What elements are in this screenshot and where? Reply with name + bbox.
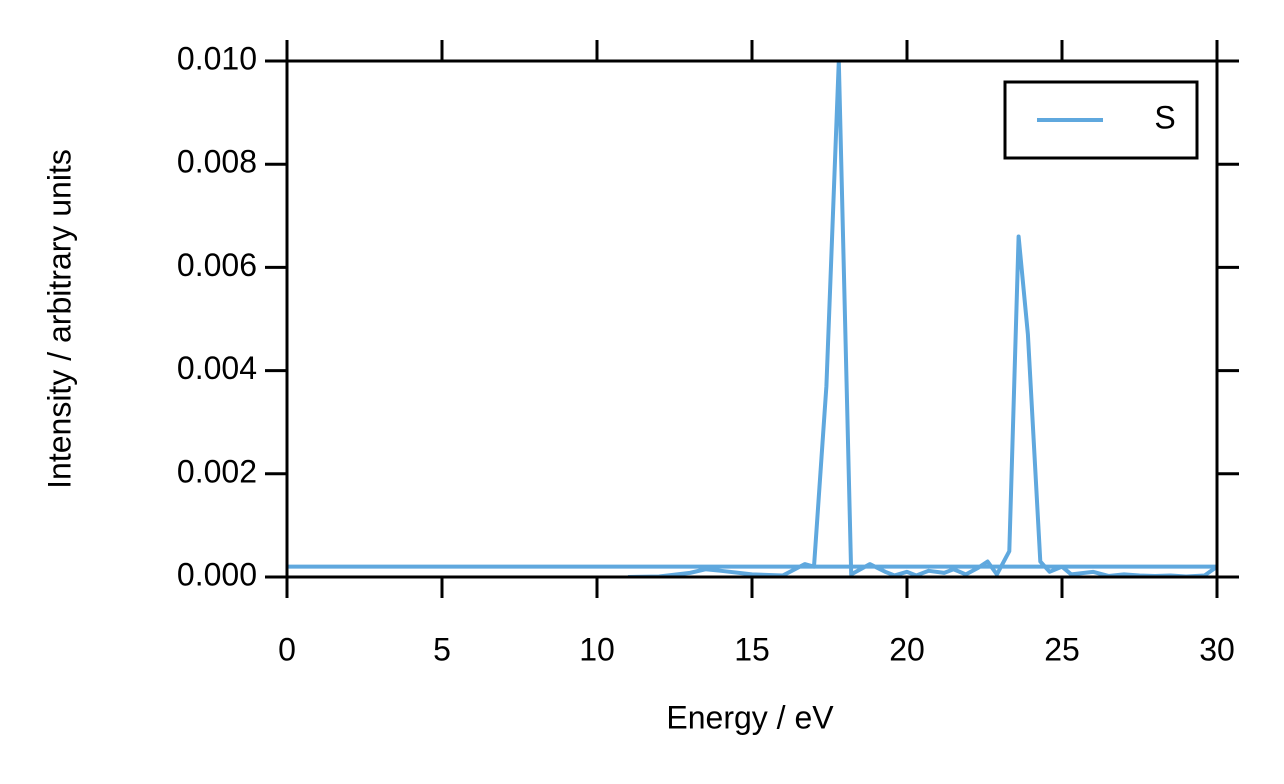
x-tick-label: 0	[278, 631, 296, 667]
x-tick-label: 30	[1199, 631, 1235, 667]
y-tick-label: 0.002	[177, 453, 257, 489]
x-tick-label: 5	[433, 631, 451, 667]
y-tick-label: 0.008	[177, 144, 257, 180]
plot-frame	[285, 59, 1219, 579]
x-tick-label: 25	[1044, 631, 1080, 667]
data-line	[287, 61, 1217, 577]
x-tick-label: 15	[734, 631, 770, 667]
y-tick-label: 0.000	[177, 556, 257, 592]
x-tick-label: 10	[579, 631, 615, 667]
y-tick-label: 0.004	[177, 350, 257, 386]
legend-label: S	[1154, 99, 1175, 135]
x-tick-label: 20	[889, 631, 925, 667]
y-tick-label: 0.010	[177, 40, 257, 76]
y-tick-label: 0.006	[177, 247, 257, 283]
plot-area	[287, 61, 1217, 577]
x-axis-label: Energy / eV	[666, 699, 834, 735]
y-axis-label: Intensity / arbitrary units	[41, 149, 77, 489]
